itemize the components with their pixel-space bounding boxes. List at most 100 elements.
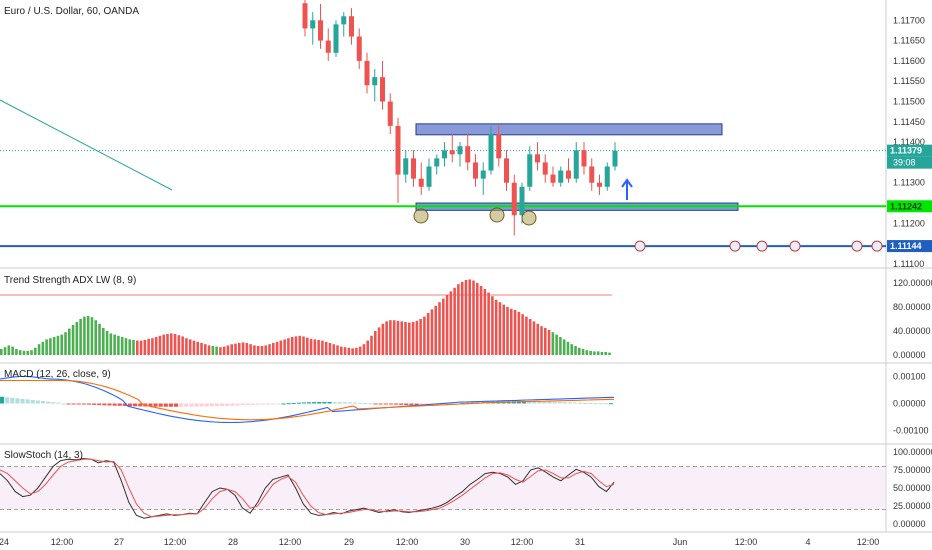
time-tick-label: 4 xyxy=(805,537,810,547)
adx-bar xyxy=(185,338,188,355)
candle-body xyxy=(542,162,548,175)
adx-bar xyxy=(124,338,128,355)
macd-bar xyxy=(71,403,76,405)
stoch-d-line xyxy=(0,458,615,518)
adx-bar xyxy=(332,344,336,355)
candle-body xyxy=(395,125,401,175)
adx-bar xyxy=(419,319,422,355)
macd-bar xyxy=(301,402,306,404)
macd-bar xyxy=(588,403,593,405)
macd-bar xyxy=(179,403,184,407)
macd-bar xyxy=(266,403,271,405)
macd-pane[interactable] xyxy=(0,375,615,424)
macd-bar xyxy=(255,403,260,405)
macd-bar xyxy=(133,403,138,407)
candle-body xyxy=(434,158,440,167)
candle-body xyxy=(356,36,362,61)
candle-body xyxy=(465,146,471,163)
macd-bar xyxy=(40,401,46,404)
time-tick-label: 30 xyxy=(460,537,470,547)
adx-bar xyxy=(528,319,532,355)
macd-bar xyxy=(30,399,35,404)
macd-tick-label: -0.00100 xyxy=(893,426,929,436)
macd-bar xyxy=(593,403,598,405)
adx-bar xyxy=(83,316,86,355)
macd-title: MACD (12, 26, close, 9) xyxy=(4,369,111,380)
adx-bar xyxy=(321,340,324,355)
event-flag-icon xyxy=(789,240,801,252)
adx-bar xyxy=(219,347,222,355)
adx-bar xyxy=(355,347,358,355)
adx-bar xyxy=(128,339,132,355)
candle-body xyxy=(302,3,308,29)
time-tick-label: Jun xyxy=(673,537,688,547)
price-pane[interactable] xyxy=(0,0,886,252)
time-axis[interactable]: 24 12:00 27 12:00 28 12:00 29 12:00 30 12:00 31 Jun… xyxy=(0,537,879,547)
last-price-tag-text: 1.11379 xyxy=(890,146,922,156)
adx-pane[interactable] xyxy=(0,279,612,355)
adx-bar xyxy=(256,346,260,355)
adx-bar xyxy=(468,279,472,355)
adx-bar xyxy=(272,343,275,355)
adx-bar xyxy=(64,332,67,355)
adx-bar xyxy=(585,350,589,355)
adx-bar xyxy=(117,335,120,355)
stoch-title: SlowStoch (14, 3) xyxy=(4,450,83,461)
adx-bar xyxy=(49,338,52,355)
macd-bar xyxy=(56,402,61,404)
adx-bar xyxy=(415,320,419,355)
price-tick-label: 1.11200 xyxy=(893,218,925,228)
candle-body xyxy=(527,154,533,187)
candle-body xyxy=(325,40,331,53)
macd-bar xyxy=(184,403,189,407)
stoch-pane[interactable] xyxy=(0,457,886,519)
candle-body xyxy=(566,170,571,179)
adx-bar xyxy=(94,320,98,355)
macd-bar xyxy=(388,403,393,405)
adx-bar xyxy=(260,346,264,355)
adx-bar xyxy=(370,335,373,355)
macd-tick-label: 0.00000 xyxy=(893,399,926,409)
macd-bar xyxy=(562,402,567,404)
adx-bar xyxy=(442,298,445,355)
adx-bar xyxy=(52,337,56,355)
adx-bar xyxy=(56,335,60,355)
adx-bar xyxy=(41,341,45,355)
adx-bar xyxy=(139,340,143,355)
event-flag-icon xyxy=(871,240,883,252)
macd-bar xyxy=(578,402,583,404)
macd-bar xyxy=(138,403,143,407)
macd-signal-line xyxy=(0,379,615,421)
adx-bar xyxy=(177,335,181,355)
adx-bar xyxy=(238,343,241,355)
adx-bar xyxy=(343,347,347,355)
adx-tick-label: 120.00000 xyxy=(893,278,932,288)
adx-bar xyxy=(166,334,169,355)
macd-bar xyxy=(61,403,66,405)
touch-marker xyxy=(489,207,505,223)
event-flag-icon xyxy=(729,240,741,252)
last-price-tag: 1.11379 xyxy=(887,144,932,157)
adx-bar xyxy=(30,350,33,355)
adx-bar xyxy=(464,280,468,355)
adx-bar xyxy=(86,316,90,355)
macd-bar xyxy=(102,403,107,406)
macd-bar xyxy=(281,403,286,405)
macd-bar xyxy=(537,401,542,404)
adx-bar xyxy=(249,344,252,355)
adx-tick-label: 40.00000 xyxy=(893,326,931,336)
macd-bar xyxy=(235,403,240,406)
macd-bar xyxy=(399,403,404,405)
lower-tag-bg xyxy=(887,240,932,253)
adx-bar xyxy=(313,339,317,355)
stoch-tick-label: 25.00000 xyxy=(893,501,931,511)
macd-bar xyxy=(353,402,358,404)
adx-bar xyxy=(151,338,154,355)
adx-tick-label: 80.00000 xyxy=(893,302,931,312)
candle-body xyxy=(604,166,610,187)
adx-bar xyxy=(347,347,351,355)
macd-bar xyxy=(209,403,214,407)
adx-bar xyxy=(340,346,343,355)
adx-bar xyxy=(68,328,71,355)
